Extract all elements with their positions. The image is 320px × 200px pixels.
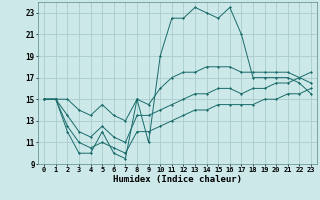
X-axis label: Humidex (Indice chaleur): Humidex (Indice chaleur) bbox=[113, 175, 242, 184]
